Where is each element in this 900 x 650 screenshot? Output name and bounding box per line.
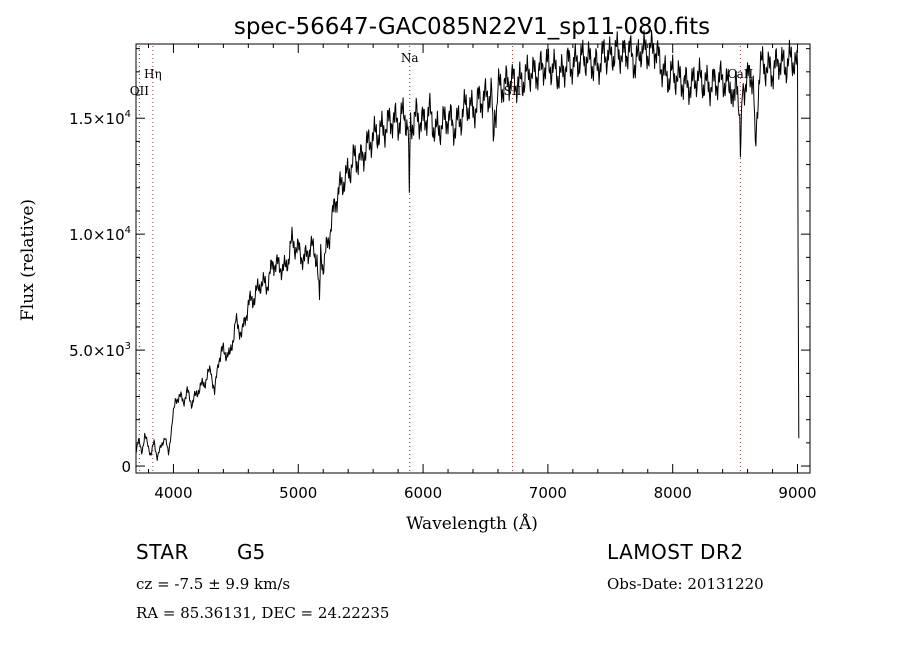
spectral-line-label: Na [401, 51, 419, 65]
observation-date: Obs-Date: 20131220 [607, 575, 764, 593]
spectrum-chart: spec-56647-GAC085N22V1_sp11-080.fits 400… [18, 14, 817, 534]
x-tick-label: 8000 [654, 484, 692, 502]
axes: 4000 5000 6000 7000 8000 9000 0 5.0×103 1.0×104 1… [69, 43, 817, 502]
x-tick-label: 5000 [279, 484, 317, 502]
x-tick-label: 7000 [529, 484, 567, 502]
chart-title: spec-56647-GAC085N22V1_sp11-080.fits [234, 14, 710, 40]
y-tick-label: 1.5×104 [69, 109, 131, 128]
spectral-line-label: Hη [144, 67, 162, 81]
series-layer [135, 29, 800, 461]
y-tick-label: 5.0×103 [69, 341, 131, 360]
y-tick-label: 0 [121, 458, 131, 476]
x-tick-label: 4000 [154, 484, 192, 502]
ra-dec-coordinates: RA = 85.36131, DEC = 24.22235 [136, 604, 390, 622]
y-axis-label: Flux (relative) [18, 199, 38, 321]
survey-name: LAMOST DR2 [607, 540, 744, 564]
x-tick-label: 9000 [778, 484, 816, 502]
x-tick-label: 6000 [404, 484, 442, 502]
y-tick-label: 1.0×104 [69, 225, 131, 244]
object-subclass: G5 [237, 540, 266, 564]
spectral-line-label: OII [130, 84, 150, 98]
spectrum-line [135, 29, 800, 461]
redshift-cz: cz = -7.5 ± 9.9 km/s [136, 575, 291, 593]
x-axis-label: Wavelength (Å) [406, 513, 538, 534]
object-class: STAR [136, 540, 189, 564]
